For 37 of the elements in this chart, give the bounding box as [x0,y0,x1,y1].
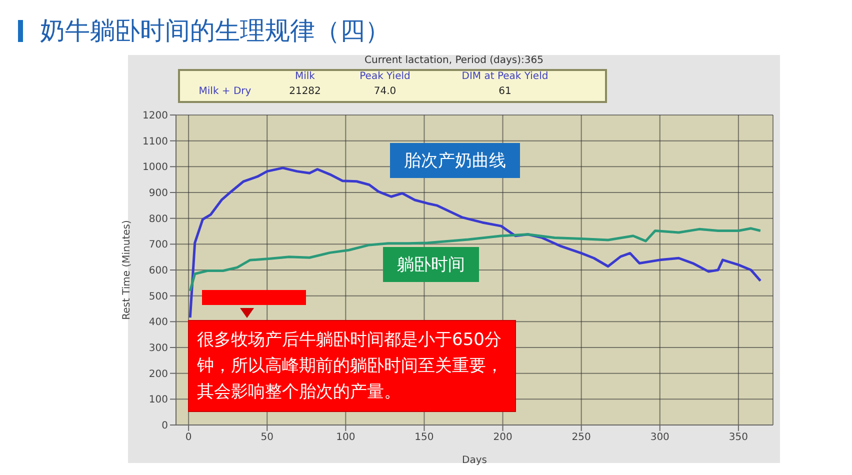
y-tick-label: 400 [148,317,168,328]
y-tick-label: 300 [148,343,168,354]
y-tick-label: 600 [148,266,168,277]
chart-subtitle: Current lactation, Period (days):365 [364,55,544,66]
y-tick-label: 1200 [142,110,168,122]
x-tick-label: 250 [572,432,591,444]
line-series [188,227,762,292]
chart-title: 奶牛躺卧时间的生理规律（四） [40,15,390,47]
y-tick-label: 700 [148,240,168,251]
text: Milk + Dry [198,86,252,99]
x-tick-label: 200 [493,432,512,444]
y-tick-label: 1000 [142,162,168,174]
y-tick-label: 0 [162,420,168,432]
line-series [188,166,762,319]
text: DIM at Peak Yield [460,71,550,84]
annotation: 很多牧场产后牛躺卧时间都是小于650分钟，所以高峰期前的躺卧时间至关重要，其会影响整个胎次的产量。 [188,320,516,412]
x-tick-label: 150 [414,432,434,444]
y-tick-label: 500 [148,291,168,302]
x-tick-label: 0 [185,432,192,444]
y-tick-label: 900 [148,188,168,200]
text: 61 [498,86,512,99]
text: Milk [294,71,316,84]
text: Peak Yield [358,71,412,84]
x-tick-label: 300 [650,432,670,444]
x-tick-label: 100 [336,432,356,444]
text: 21282 [288,86,322,99]
y-tick-label: 800 [148,214,168,225]
series-label: 躺卧时间 [383,247,479,282]
y-axis-title: Rest Time (Minutes) [122,220,133,320]
x-axis-title: Days [462,455,487,466]
y-tick-label: 100 [148,394,168,406]
x-tick-label: 50 [260,432,274,444]
y-tick-label: 1100 [142,136,168,148]
text: 74.0 [372,86,398,99]
y-tick-label: 200 [148,368,168,380]
series-label: 胎次产奶曲线 [390,143,520,178]
x-tick-label: 350 [728,432,748,444]
